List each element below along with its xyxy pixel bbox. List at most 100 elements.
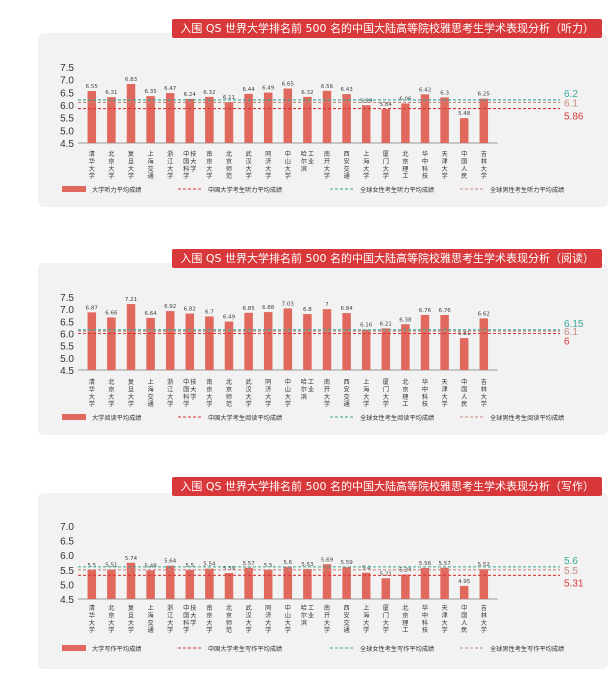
writing-bar-value-label: 5.69 — [321, 557, 334, 563]
reading-bar-value-label: 6.21 — [380, 321, 392, 327]
listening-bar-8 — [224, 102, 234, 143]
reading-category-label: 华中科技 — [422, 378, 428, 408]
listening-bar-value-label: 6.56 — [321, 84, 334, 90]
listening-bar-value-label: 6.55 — [86, 84, 99, 90]
listening-bar-6 — [185, 98, 195, 143]
writing-category-label: 南开大学 — [324, 604, 330, 634]
reading-legend-item-label: 中国大学考生阅读平均成绩 — [208, 414, 282, 422]
writing-bar-value-label: 5.5 — [185, 563, 194, 569]
reading-legend-bar-swatch — [62, 414, 86, 420]
listening-category-label: 厦门大学 — [383, 151, 389, 180]
writing-bar-20 — [459, 585, 469, 599]
reading-category-label: 厦门大学 — [383, 379, 389, 408]
listening-category-label: 南京大学 — [206, 150, 212, 180]
writing-bar-19 — [440, 567, 449, 599]
writing-bar-2 — [107, 569, 116, 599]
listening-legend-item-label: 中国大学考生听力平均成绩 — [208, 186, 282, 194]
reading-bar-10 — [263, 312, 273, 370]
writing-legend-bar-label: 大学写作平均成绩 — [92, 645, 142, 653]
writing-ytick-label: 5.0 — [60, 580, 74, 591]
writing-bar-value-label: 5.59 — [340, 560, 353, 566]
listening-category-label: 南开大学 — [324, 150, 330, 180]
reading-bar-15 — [361, 329, 371, 370]
listening-ytick-label: 4.5 — [60, 139, 74, 150]
writing-bar-6 — [185, 569, 195, 599]
reading-category-label: 南京大学 — [206, 378, 212, 408]
writing-bar-value-label: 5.39 — [223, 566, 236, 572]
chart-title-reading: 入围 QS 世界大学排名前 500 名的中国大陆高等院校雅思考生学术表现分析（阅… — [172, 249, 602, 268]
listening-category-label: 上海大学 — [363, 150, 369, 180]
chart-title-listening: 入围 QS 世界大学排名前 500 名的中国大陆高等院校雅思考生学术表现分析（听… — [172, 19, 602, 38]
reading-bar-value-label: 6.7 — [205, 309, 214, 315]
writing-legend-item-label: 中国大学考生写作平均成绩 — [208, 645, 282, 653]
reading-bar-value-label: 5.81 — [458, 331, 470, 337]
chart-title-writing: 入围 QS 世界大学排名前 500 名的中国大陆高等院校雅思考生学术表现分析（写… — [172, 477, 602, 496]
listening-bar-value-label: 5.84 — [380, 102, 393, 108]
reading-ytick-label: 5.5 — [60, 342, 74, 353]
listening-legend-bar-label: 大学听力平均成绩 — [92, 186, 142, 194]
writing-bar-17 — [401, 574, 410, 599]
listening-category-label: 复旦大学 — [128, 150, 134, 180]
reading-bar-value-label: 6.38 — [399, 317, 412, 323]
writing-reference-line-label: 5.31 — [564, 578, 584, 589]
reading-category-label: 清华大学 — [89, 378, 95, 408]
writing-category-label: 南京大学 — [206, 604, 212, 634]
listening-bar-5 — [165, 93, 175, 143]
listening-ytick-label: 6.5 — [60, 88, 74, 99]
listening-legend-item-label: 全球女性考生听力平均成绩 — [360, 186, 434, 194]
writing-bar-value-label: 4.95 — [458, 579, 471, 585]
writing-bar-value-label: 5.21 — [380, 571, 392, 577]
writing-reference-line-label: 5.6 — [564, 556, 578, 567]
writing-bar-value-label: 5.53 — [301, 562, 314, 568]
listening-bar-9 — [244, 93, 253, 143]
reading-category-label: 哈尔滨工业 — [301, 378, 314, 401]
writing-ytick-label: 7.0 — [60, 522, 74, 533]
listening-category-label: 天津大学 — [442, 151, 448, 180]
writing-bar-value-label: 5.51 — [105, 563, 117, 569]
listening-reference-line-label: 5.86 — [564, 112, 584, 123]
writing-reference-line-label: 5.5 — [564, 566, 578, 577]
listening-bar-value-label: 6.65 — [282, 82, 295, 88]
writing-bar-7 — [205, 568, 214, 599]
writing-category-label: 同济大学 — [265, 605, 272, 634]
reading-category-label: 北京理工 — [402, 378, 409, 408]
reading-bar-17 — [401, 324, 410, 370]
writing-category-label: 北京师范 — [226, 604, 233, 634]
listening-bar-value-label: 6.11 — [223, 95, 235, 101]
writing-bar-value-label: 5.5 — [264, 563, 273, 569]
reading-bar-2 — [107, 317, 116, 370]
writing-category-label: 清华大学 — [89, 604, 95, 634]
reading-bar-20 — [459, 338, 469, 370]
reading-bar-value-label: 6.85 — [242, 306, 255, 312]
reading-reference-line-label: 6.1 — [564, 327, 578, 338]
writing-bar-value-label: 5.64 — [164, 559, 177, 565]
listening-bar-3 — [126, 83, 136, 143]
listening-ytick-label: 6.0 — [60, 101, 74, 112]
listening-category-label: 同济大学 — [265, 151, 272, 180]
listening-ytick-label: 5.5 — [60, 114, 74, 125]
reading-bar-21 — [479, 318, 489, 370]
listening-category-label: 上海交通 — [148, 150, 154, 180]
writing-category-label: 北京理工 — [402, 604, 409, 634]
reading-bar-6 — [185, 313, 195, 370]
listening-category-label: 北京师范 — [226, 150, 233, 180]
reading-bar-9 — [244, 312, 253, 370]
listening-bar-17 — [401, 103, 410, 143]
listening-legend-item-label: 全球男性考生听力平均成绩 — [490, 186, 564, 194]
reading-bar-value-label: 6.8 — [303, 307, 312, 313]
writing-bar-1 — [87, 569, 97, 599]
writing-bar-14 — [342, 567, 351, 599]
writing-category-label: 厦门大学 — [383, 605, 389, 634]
reading-reference-line-label: 6.15 — [564, 319, 584, 330]
writing-bar-value-label: 5.56 — [419, 561, 432, 567]
writing-category-label: 中山大学 — [285, 604, 291, 634]
listening-bar-13 — [322, 90, 332, 143]
reading-bar-value-label: 6.66 — [105, 310, 118, 316]
writing-category-label: 浙江大学 — [167, 604, 173, 634]
writing-category-label: 上海大学 — [363, 604, 369, 634]
reading-ytick-label: 5.0 — [60, 354, 74, 365]
listening-bar-14 — [342, 94, 351, 143]
writing-bar-12 — [303, 568, 312, 599]
reading-bar-value-label: 6.64 — [144, 311, 157, 317]
reading-bar-value-label: 7 — [325, 302, 329, 308]
